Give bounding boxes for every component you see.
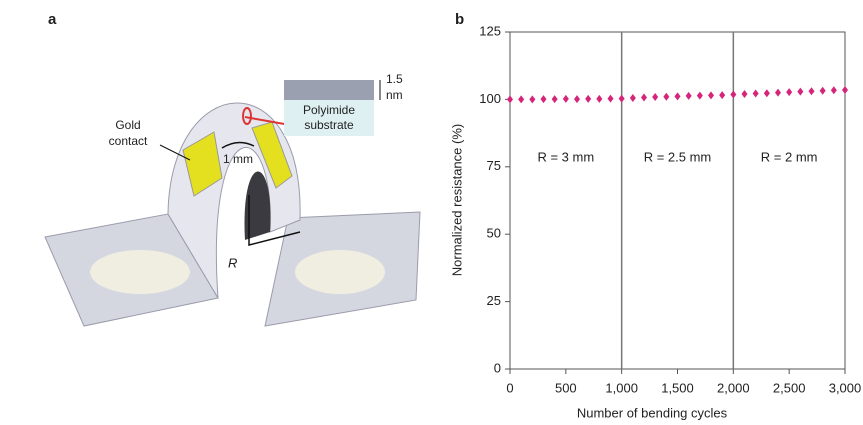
- plot-frame: [509, 31, 846, 370]
- gold-pad: [251, 121, 293, 189]
- contact-area: [295, 250, 385, 294]
- data-point: [574, 95, 580, 104]
- thickness-label: 1.5: [386, 72, 403, 86]
- data-point: [763, 89, 770, 98]
- data-point: [529, 95, 536, 104]
- data-point: [719, 91, 726, 100]
- data-point: [808, 87, 815, 96]
- data-point: [663, 92, 670, 101]
- y-tick-label: 25: [487, 293, 501, 308]
- data-point: [674, 92, 681, 101]
- data-point: [741, 90, 748, 99]
- gap-label: 1 mm: [223, 152, 253, 166]
- x-axis-label: Number of bending cycles: [577, 405, 728, 420]
- region-label: R = 2.5 mm: [644, 149, 712, 164]
- data-point: [518, 95, 525, 104]
- data-point: [641, 93, 647, 102]
- data-point: [730, 90, 737, 99]
- x-tick-label: 3,000: [829, 380, 862, 395]
- gold-label: contact: [109, 134, 148, 148]
- zoom-mark: [242, 107, 252, 125]
- y-tick-label: 50: [487, 226, 501, 241]
- x-tick-label: 1,000: [605, 380, 638, 395]
- substrate-layer: [284, 100, 374, 136]
- y-tick-label: 0: [494, 360, 501, 375]
- data-point: [596, 94, 603, 103]
- contact-area: [90, 250, 190, 294]
- data-point: [551, 95, 558, 104]
- data-point: [819, 86, 826, 95]
- data-point: [708, 91, 714, 100]
- substrate-label: Polyimide: [303, 103, 355, 117]
- gap-arrow: [221, 141, 255, 149]
- data-point: [830, 86, 837, 95]
- data-point: [696, 91, 703, 100]
- gold-label: Gold: [115, 118, 140, 132]
- diagram: a 1.5 nm Polyimide substrate Gold contac…: [44, 11, 421, 327]
- data-point: [507, 95, 513, 104]
- radius-arrow: [248, 195, 301, 246]
- arch-inner: [244, 171, 271, 240]
- region-label: R = 3 mm: [537, 149, 594, 164]
- x-tick-label: 500: [555, 380, 577, 395]
- x-tick-label: 2,500: [773, 380, 806, 395]
- x-tick-label: 2,000: [717, 380, 750, 395]
- data-point: [629, 94, 636, 103]
- x-tick-label: 0: [506, 380, 513, 395]
- y-tick-label: 100: [479, 91, 501, 106]
- thickness-label: nm: [386, 88, 403, 102]
- leader: [159, 144, 191, 161]
- data-point: [652, 92, 659, 101]
- data-point: [562, 94, 569, 103]
- data-point: [797, 87, 804, 96]
- data-point: [585, 94, 592, 103]
- region-label: R = 2 mm: [761, 149, 818, 164]
- data-point: [685, 91, 692, 100]
- panel-label: a: [48, 11, 57, 28]
- data-point: [607, 94, 614, 103]
- substrate-label: substrate: [304, 118, 354, 132]
- molecule-layer: [284, 80, 374, 100]
- radius-label: R: [228, 255, 237, 270]
- y-tick-label: 125: [479, 23, 501, 38]
- data-point: [775, 88, 781, 97]
- panel-label: b: [455, 11, 464, 28]
- data-point: [540, 95, 547, 104]
- data-point: [842, 85, 848, 94]
- gold-pad: [182, 131, 223, 197]
- data-point: [786, 88, 793, 97]
- x-tick-label: 1,500: [661, 380, 694, 395]
- y-tick-label: 75: [487, 158, 501, 173]
- y-axis-label: Normalized resistance (%): [449, 124, 464, 276]
- leader: [244, 116, 291, 126]
- data-point: [618, 94, 625, 103]
- data-point: [752, 89, 759, 98]
